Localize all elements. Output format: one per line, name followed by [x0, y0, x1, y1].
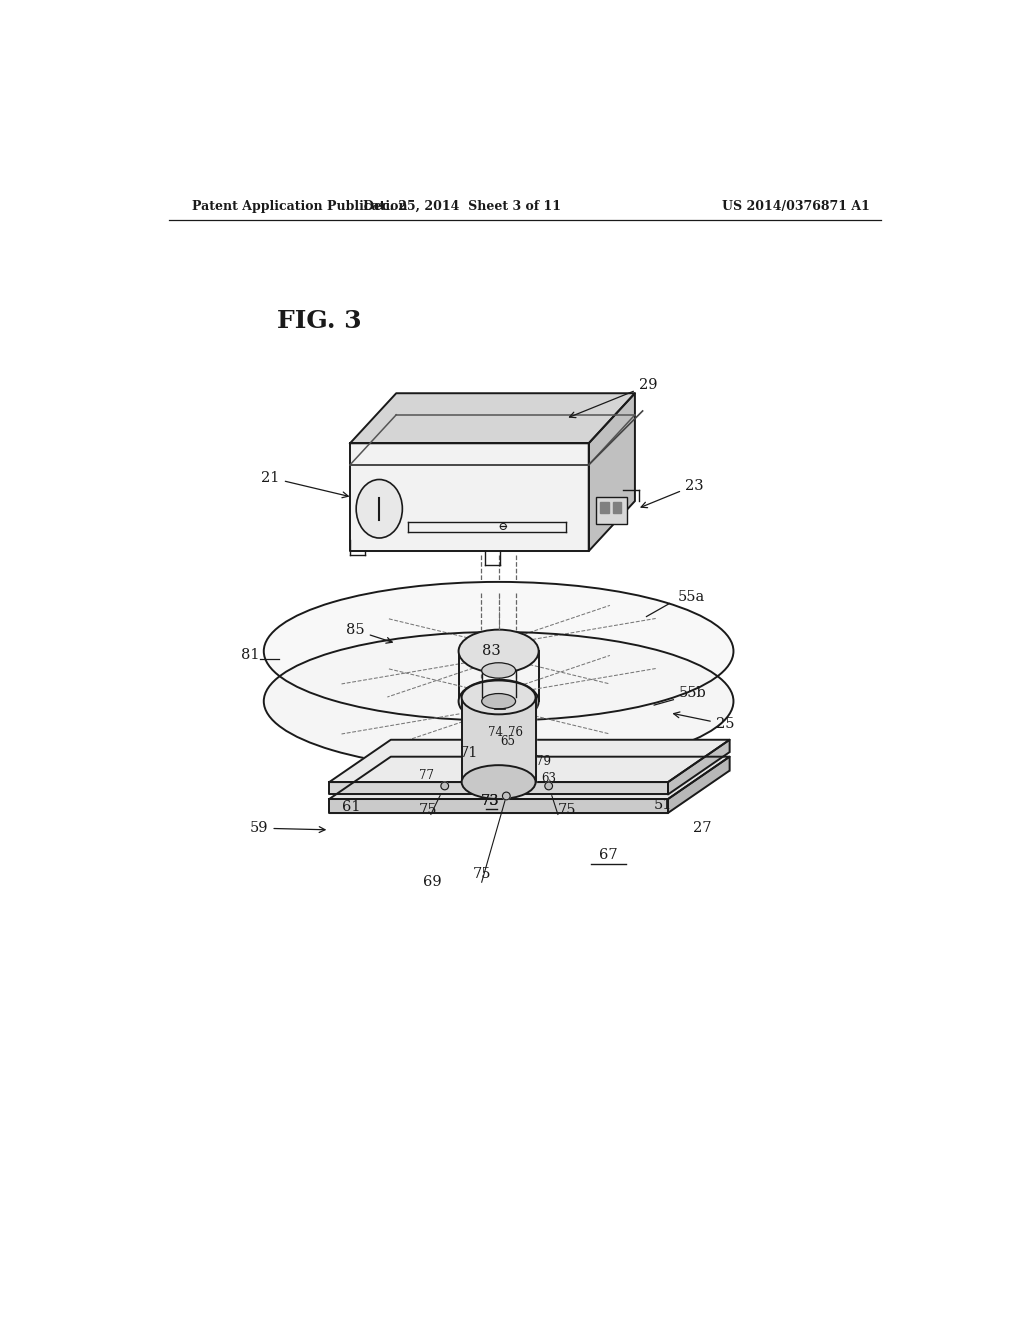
Polygon shape: [668, 739, 730, 795]
Text: 79: 79: [536, 755, 551, 768]
Text: 73: 73: [481, 795, 500, 808]
Text: 83: 83: [481, 644, 501, 659]
Text: 74: 74: [487, 726, 503, 739]
Text: Dec. 25, 2014  Sheet 3 of 11: Dec. 25, 2014 Sheet 3 of 11: [362, 199, 561, 213]
Polygon shape: [350, 444, 589, 552]
Text: 23: 23: [641, 479, 703, 508]
Polygon shape: [330, 756, 730, 799]
Text: 29: 29: [569, 379, 657, 417]
Polygon shape: [330, 799, 668, 813]
Text: 65: 65: [500, 735, 515, 748]
Text: 61: 61: [342, 800, 360, 814]
Polygon shape: [330, 781, 668, 795]
Ellipse shape: [459, 630, 539, 673]
Bar: [612, 502, 621, 513]
Ellipse shape: [462, 681, 536, 714]
Text: 55a: 55a: [677, 590, 705, 605]
Text: 71: 71: [460, 747, 478, 760]
Text: 81: 81: [241, 648, 259, 661]
Ellipse shape: [481, 693, 515, 709]
Text: 77: 77: [419, 770, 434, 781]
Text: 67: 67: [599, 849, 617, 862]
Text: 75: 75: [472, 867, 490, 882]
Text: 75: 75: [419, 804, 437, 817]
Text: 76: 76: [508, 726, 523, 739]
Ellipse shape: [264, 582, 733, 721]
Polygon shape: [589, 393, 635, 552]
Polygon shape: [330, 739, 730, 781]
Ellipse shape: [356, 479, 402, 539]
Text: 25: 25: [674, 711, 734, 731]
Ellipse shape: [264, 632, 733, 771]
Ellipse shape: [462, 766, 536, 799]
Text: 73: 73: [481, 795, 500, 808]
Text: 21: 21: [261, 471, 348, 498]
Text: 63: 63: [542, 772, 557, 785]
Polygon shape: [350, 393, 635, 444]
Text: Patent Application Publication: Patent Application Publication: [193, 199, 408, 213]
Text: 85: 85: [346, 623, 392, 643]
Bar: [600, 502, 608, 513]
Text: 59: 59: [250, 821, 325, 836]
Text: 55b: 55b: [679, 686, 707, 701]
Circle shape: [545, 781, 553, 789]
Ellipse shape: [459, 680, 539, 723]
Polygon shape: [462, 697, 536, 781]
Text: 27: 27: [692, 821, 711, 836]
Circle shape: [503, 792, 510, 800]
Polygon shape: [668, 756, 730, 813]
Text: 75: 75: [558, 804, 577, 817]
Ellipse shape: [481, 663, 515, 678]
Circle shape: [441, 781, 449, 789]
Text: 51: 51: [654, 799, 673, 812]
Text: FIG. 3: FIG. 3: [276, 309, 361, 333]
Text: US 2014/0376871 A1: US 2014/0376871 A1: [722, 199, 869, 213]
FancyBboxPatch shape: [596, 498, 628, 524]
Text: 69: 69: [423, 875, 441, 890]
